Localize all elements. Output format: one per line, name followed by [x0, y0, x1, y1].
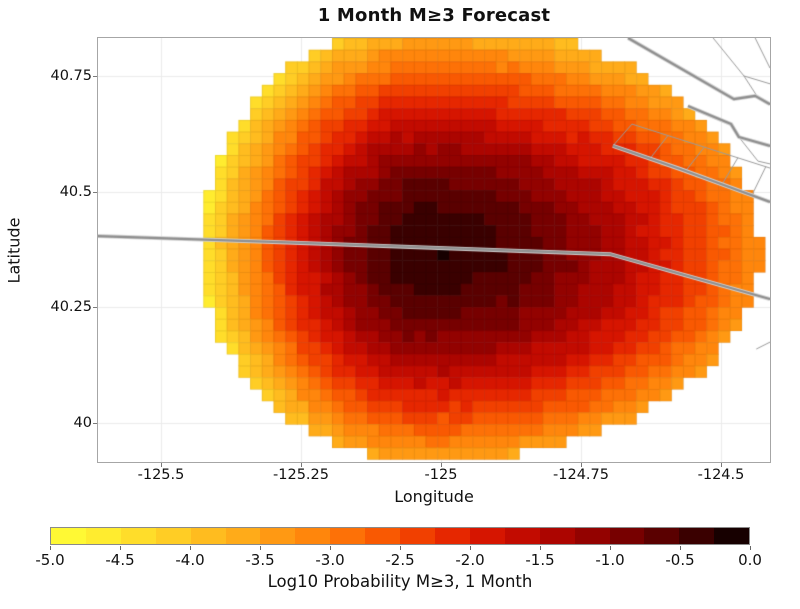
- colorbar-segment: [644, 528, 680, 544]
- colorbar-tick-mark: [610, 546, 611, 550]
- colorbar-segment: [295, 528, 331, 544]
- colorbar-tick-label: -0.5: [665, 551, 695, 569]
- colorbar-segment: [400, 528, 435, 544]
- colorbar-tick-mark: [120, 546, 121, 550]
- x-tick-mark: [301, 463, 302, 467]
- x-tick-label: -124.5: [697, 467, 745, 483]
- colorbar-tick-label: -2.5: [385, 551, 415, 569]
- heatmap-plot-area: [98, 38, 770, 462]
- colorbar-segment: [469, 528, 505, 544]
- colorbar-segment: [679, 528, 715, 544]
- y-tick-mark: [93, 307, 97, 309]
- colorbar-tick-label: 0.0: [738, 551, 762, 569]
- colorbar-segment: [85, 528, 121, 544]
- y-tick-mark: [93, 75, 97, 77]
- x-tick-mark: [441, 463, 442, 467]
- colorbar-tick-label: -3.5: [245, 551, 275, 569]
- colorbar-segment: [365, 528, 401, 544]
- colorbar-tick-mark: [680, 546, 681, 550]
- x-tick-label: -125.5: [137, 467, 185, 483]
- colorbar-segment: [714, 528, 750, 544]
- colorbar-tick-mark: [470, 546, 471, 550]
- y-tick-mark: [93, 191, 97, 193]
- colorbar-tick-mark: [260, 546, 261, 550]
- colorbar-segment: [51, 528, 86, 544]
- colorbar-segment: [504, 528, 540, 544]
- x-tick-mark: [161, 463, 162, 467]
- colorbar-tick-label: -1.0: [595, 551, 625, 569]
- chart-title: 1 Month M≥3 Forecast: [317, 5, 551, 26]
- colorbar-segment: [155, 528, 191, 544]
- colorbar-tick-mark: [190, 546, 191, 550]
- colorbar: [50, 527, 750, 545]
- colorbar-tick-mark: [50, 546, 51, 550]
- x-tick-mark: [581, 463, 582, 467]
- colorbar-tick-label: -2.0: [455, 551, 485, 569]
- colorbar-segment: [190, 528, 226, 544]
- colorbar-tick-mark: [750, 546, 751, 550]
- colorbar-tick-mark: [330, 546, 331, 550]
- colorbar-tick-mark: [400, 546, 401, 550]
- colorbar-tick-label: -1.5: [525, 551, 555, 569]
- colorbar-label: Log10 Probability M≥3, 1 Month: [267, 572, 533, 591]
- x-tick-label: -124.75: [553, 467, 609, 483]
- colorbar-segment: [225, 528, 261, 544]
- y-tick-mark: [93, 423, 97, 425]
- colorbar-segment: [574, 528, 610, 544]
- colorbar-tick-label: -4.0: [175, 551, 205, 569]
- x-axis-label: Longitude: [394, 487, 474, 506]
- x-tick-label: -125.25: [273, 467, 329, 483]
- colorbar-segment: [330, 528, 366, 544]
- y-tick-label: 40.5: [59, 183, 92, 200]
- x-tick-mark: [721, 463, 722, 467]
- colorbar-tick-label: -3.0: [315, 551, 345, 569]
- colorbar-segment: [434, 528, 470, 544]
- colorbar-segment: [260, 528, 296, 544]
- colorbar-segment: [120, 528, 156, 544]
- colorbar-tick-label: -4.5: [105, 551, 135, 569]
- y-axis-label: Latitude: [4, 217, 24, 284]
- colorbar-segment: [609, 528, 645, 544]
- x-tick-label: -125: [424, 467, 458, 483]
- colorbar-segment: [539, 528, 575, 544]
- y-tick-label: 40.75: [50, 67, 92, 84]
- colorbar-tick-mark: [540, 546, 541, 550]
- y-tick-label: 40.25: [50, 299, 92, 316]
- colorbar-tick-label: -5.0: [35, 551, 65, 569]
- y-tick-label: 40: [73, 415, 92, 432]
